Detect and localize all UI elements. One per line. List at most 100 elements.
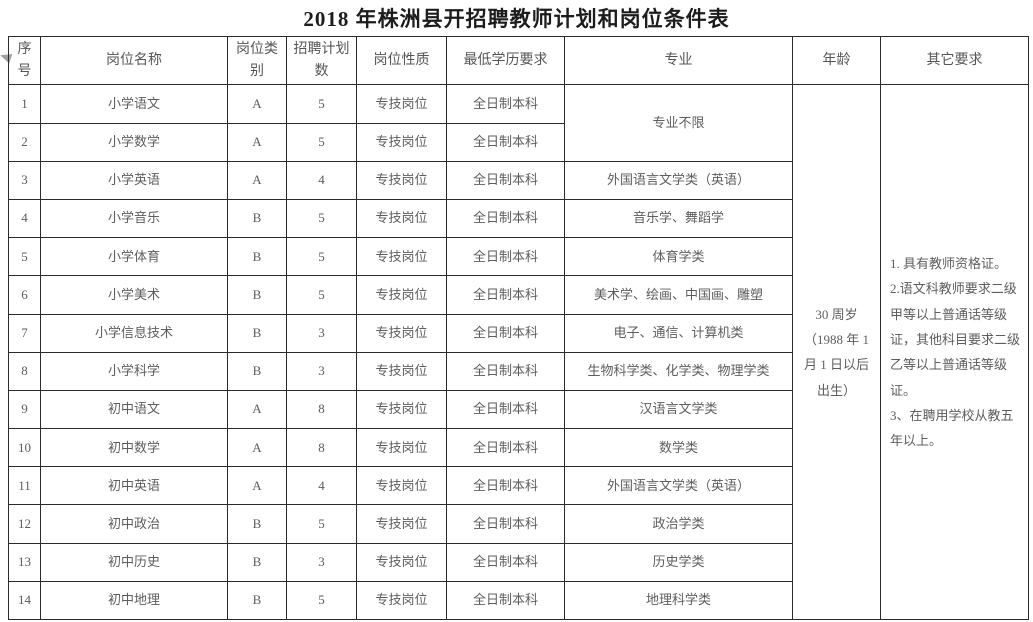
cell-education: 全日制本科 (446, 237, 565, 277)
cell-no: 5 (8, 237, 41, 277)
cell-no: 7 (8, 313, 41, 353)
cell-name: 初中地理 (40, 580, 228, 621)
cell-education: 全日制本科 (446, 580, 565, 621)
cell-major: 汉语言文学类 (564, 389, 793, 430)
col-header-position: 岗位名称 (40, 35, 228, 86)
cell-no: 3 (8, 160, 41, 200)
cell-name: 初中数学 (40, 428, 228, 468)
cell-nature: 专技岗位 (356, 237, 447, 277)
cell-nature: 专技岗位 (356, 160, 447, 200)
cell-nature: 专技岗位 (356, 84, 447, 124)
cell-count: 3 (286, 351, 357, 391)
cell-count: 5 (286, 237, 357, 277)
cell-age-merged: 30 周岁（1988 年 1 月 1 日以后出生） (792, 84, 881, 620)
table-row: 2 小学数学 A 5 专技岗位 全日制本科 (8, 122, 1029, 162)
table-row: 14 初中地理 B 5 专技岗位 全日制本科 地理科学类 (8, 580, 1029, 621)
cell-nature: 专技岗位 (356, 313, 447, 353)
cell-count: 4 (286, 466, 357, 506)
cell-category: B (227, 351, 287, 391)
col-header-nature: 岗位性质 (356, 35, 447, 86)
cell-category: A (227, 389, 287, 430)
recruitment-table: 序号 岗位名称 岗位类别 招聘计划数 岗位性质 最低学历要求 专业 年龄 其它要… (8, 35, 1029, 621)
cell-education: 全日制本科 (446, 542, 565, 582)
requirement-line: 1. 具有教师资格证。 (890, 255, 1008, 271)
cell-category: B (227, 580, 287, 621)
cell-no: 6 (8, 275, 41, 315)
cell-major: 电子、通信、计算机类 (564, 313, 793, 353)
cell-major: 数学类 (564, 428, 793, 468)
col-header-education: 最低学历要求 (446, 35, 565, 86)
table-row: 1 小学语文 A 5 专技岗位 全日制本科 专业不限 30 周岁（1988 年 1 月 1 日… (8, 84, 1029, 620)
cell-no: 10 (8, 428, 41, 468)
cell-category: B (227, 542, 287, 582)
cell-major: 外国语言文学类（英语） (564, 160, 793, 200)
cell-nature: 专技岗位 (356, 542, 447, 582)
cell-name: 小学美术 (40, 275, 228, 315)
cell-education: 全日制本科 (446, 389, 565, 430)
cell-major: 历史学类 (564, 542, 793, 582)
cell-count: 3 (286, 542, 357, 582)
requirement-line: 3、在聘用学校从教五年以上。 (890, 407, 1014, 449)
cell-education: 全日制本科 (446, 198, 565, 239)
cell-name: 小学音乐 (40, 198, 228, 239)
cell-education: 全日制本科 (446, 351, 565, 391)
cell-education: 全日制本科 (446, 428, 565, 468)
cell-nature: 专技岗位 (356, 428, 447, 468)
col-header-age: 年龄 (792, 35, 881, 86)
cell-major: 体育学类 (564, 237, 793, 277)
cell-major: 美术学、绘画、中国画、雕塑 (564, 275, 793, 315)
cell-nature: 专技岗位 (356, 389, 447, 430)
cell-category: B (227, 313, 287, 353)
cell-education: 全日制本科 (446, 84, 565, 124)
cell-nature: 专技岗位 (356, 466, 447, 506)
cell-nature: 专技岗位 (356, 198, 447, 239)
cell-no: 12 (8, 504, 41, 544)
cell-category: B (227, 237, 287, 277)
cell-count: 5 (286, 580, 357, 621)
cell-category: A (227, 428, 287, 468)
cell-nature: 专技岗位 (356, 122, 447, 162)
table-body: 1 小学语文 A 5 专技岗位 全日制本科 专业不限 30 周岁（1988 年 1 月 1 日… (8, 84, 1029, 621)
cell-category: B (227, 198, 287, 239)
cell-count: 5 (286, 275, 357, 315)
cell-count: 5 (286, 84, 357, 124)
cell-name: 初中语文 (40, 389, 228, 430)
cell-count: 8 (286, 389, 357, 430)
cell-count: 3 (286, 313, 357, 353)
col-header-major: 专业 (564, 35, 793, 86)
cell-name: 初中政治 (40, 504, 228, 544)
col-header-count: 招聘计划数 (286, 35, 357, 86)
cell-education: 全日制本科 (446, 313, 565, 353)
header-row: 序号 岗位名称 岗位类别 招聘计划数 岗位性质 最低学历要求 专业 年龄 其它要… (8, 35, 1029, 86)
cell-major: 外国语言文学类（英语） (564, 466, 793, 506)
cell-education: 全日制本科 (446, 275, 565, 315)
cell-name: 小学数学 (40, 122, 228, 162)
cell-no: 11 (8, 466, 41, 506)
cell-education: 全日制本科 (446, 160, 565, 200)
cell-nature: 专技岗位 (356, 580, 447, 621)
cell-nature: 专技岗位 (356, 504, 447, 544)
cell-other-requirements-merged: 1. 具有教师资格证。 2.语文科教师要求二级甲等以上普通话等级证，其他科目要求二… (880, 84, 1029, 620)
cell-name: 小学语文 (40, 84, 228, 124)
cell-count: 5 (286, 504, 357, 544)
col-header-category: 岗位类别 (227, 35, 287, 86)
cell-no: 13 (8, 542, 41, 582)
cell-major: 音乐学、舞蹈学 (564, 198, 793, 239)
cell-category: A (227, 160, 287, 200)
cell-name: 小学信息技术 (40, 313, 228, 353)
cell-no: 8 (8, 351, 41, 391)
cell-count: 5 (286, 198, 357, 239)
cell-major: 专业不限 (564, 84, 793, 162)
cell-category: A (227, 122, 287, 162)
cell-no: 2 (8, 122, 41, 162)
cell-education: 全日制本科 (446, 466, 565, 506)
cell-count: 4 (286, 160, 357, 200)
cell-count: 8 (286, 428, 357, 468)
cell-category: A (227, 84, 287, 124)
table-row: 3 小学英语 A 4 专技岗位 全日制本科 外国语言文学类（英语） (8, 160, 1029, 200)
col-header-serial: 序号 (8, 35, 41, 86)
cell-name: 小学体育 (40, 237, 228, 277)
cell-no: 1 (8, 84, 41, 124)
cell-count: 5 (286, 122, 357, 162)
